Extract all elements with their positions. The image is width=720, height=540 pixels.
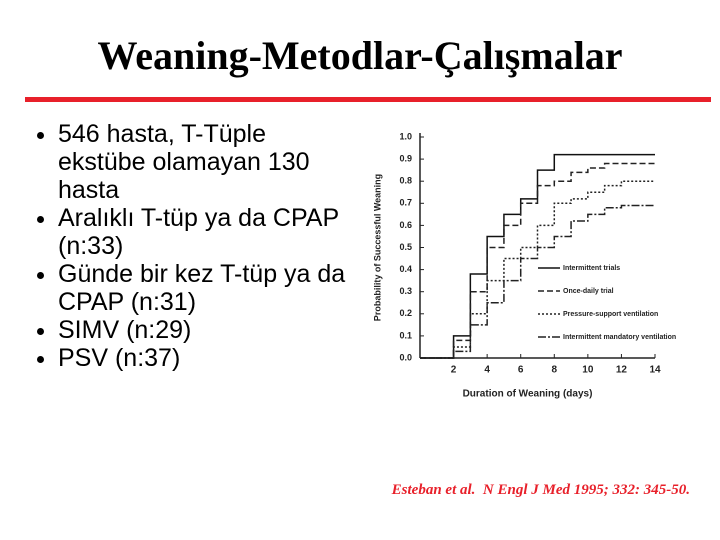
y-tick-label: 0.1 bbox=[399, 330, 412, 340]
y-tick-label: 0.9 bbox=[399, 153, 412, 163]
bullet: 546 hasta, T-Tüple ekstübe olamayan 130 … bbox=[58, 120, 358, 204]
legend-label: Once-daily trial bbox=[563, 288, 614, 295]
x-tick-label: 4 bbox=[484, 365, 490, 376]
legend-label: Intermittent trials bbox=[563, 265, 620, 272]
x-tick-label: 10 bbox=[582, 365, 594, 376]
legend-label: Pressure-support ventilation bbox=[563, 311, 658, 318]
series-line bbox=[420, 204, 655, 359]
x-tick-label: 6 bbox=[518, 365, 524, 376]
y-tick-label: 0.0 bbox=[399, 352, 412, 362]
x-axis-label: Duration of Weaning (days) bbox=[463, 389, 593, 400]
legend-label: Intermittent mandatory ventilation bbox=[563, 334, 676, 341]
citation: Esteban et al. N Engl J Med 1995; 332: 3… bbox=[391, 482, 690, 498]
y-tick-label: 0.6 bbox=[399, 220, 412, 230]
title-rule bbox=[25, 97, 711, 102]
x-tick-label: 8 bbox=[552, 365, 558, 376]
y-tick-label: 0.3 bbox=[399, 286, 412, 296]
bullet: Günde bir kez T-tüp ya da CPAP (n:31) bbox=[58, 260, 358, 316]
x-tick-label: 12 bbox=[616, 365, 628, 376]
bullet: SIMV (n:29) bbox=[58, 316, 358, 344]
y-tick-label: 0.2 bbox=[399, 308, 412, 318]
bullet: PSV (n:37) bbox=[58, 344, 358, 372]
x-tick-label: 14 bbox=[649, 365, 661, 376]
slide-title: Weaning-Metodlar-Çalışmalar bbox=[97, 33, 623, 78]
bullet-list: 546 hasta, T-Tüple ekstübe olamayan 130 … bbox=[28, 120, 358, 372]
y-tick-label: 0.4 bbox=[399, 264, 412, 274]
y-tick-label: 0.7 bbox=[399, 198, 412, 208]
y-tick-label: 1.0 bbox=[399, 131, 412, 141]
x-tick-label: 2 bbox=[451, 365, 457, 376]
y-axis-label: Probability of Successful Weaning bbox=[372, 174, 382, 321]
y-tick-label: 0.5 bbox=[399, 242, 412, 252]
bullet: Aralıklı T-tüp ya da CPAP (n:33) bbox=[58, 204, 358, 260]
series-line bbox=[420, 162, 655, 359]
y-tick-label: 0.8 bbox=[399, 176, 412, 186]
